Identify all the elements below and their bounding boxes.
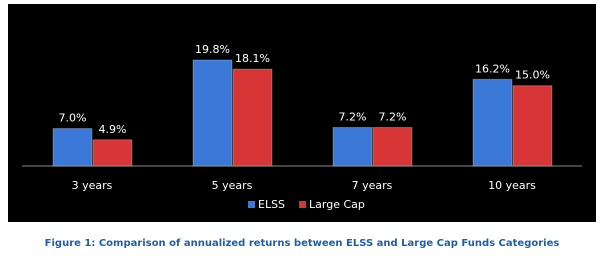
legend-swatch [248, 201, 255, 208]
legend-swatch [299, 201, 307, 208]
x-tick-label: 3 years [72, 179, 113, 192]
bar [192, 59, 233, 167]
data-label: 18.1% [235, 52, 270, 65]
x-tick-label: 5 years [212, 179, 253, 192]
bar [372, 126, 413, 167]
data-label: 7.0% [59, 112, 87, 125]
data-label: 7.2% [379, 110, 407, 123]
bar [52, 128, 93, 167]
data-label: 15.0% [515, 69, 550, 82]
data-label: 7.2% [339, 110, 367, 123]
x-tick-label: 10 years [488, 179, 536, 192]
bar [472, 78, 513, 167]
legend-label: Large Cap [309, 198, 365, 211]
bar [92, 139, 133, 167]
bar [332, 126, 373, 167]
data-label: 16.2% [475, 62, 510, 75]
data-label: 4.9% [99, 123, 127, 136]
caption: Figure 1: Comparison of annualized retur… [45, 238, 560, 249]
bar [512, 85, 553, 167]
data-label: 19.8% [195, 43, 230, 56]
bar [232, 68, 273, 167]
x-tick-label: 7 years [352, 179, 393, 192]
legend-label: ELSS [258, 198, 285, 211]
